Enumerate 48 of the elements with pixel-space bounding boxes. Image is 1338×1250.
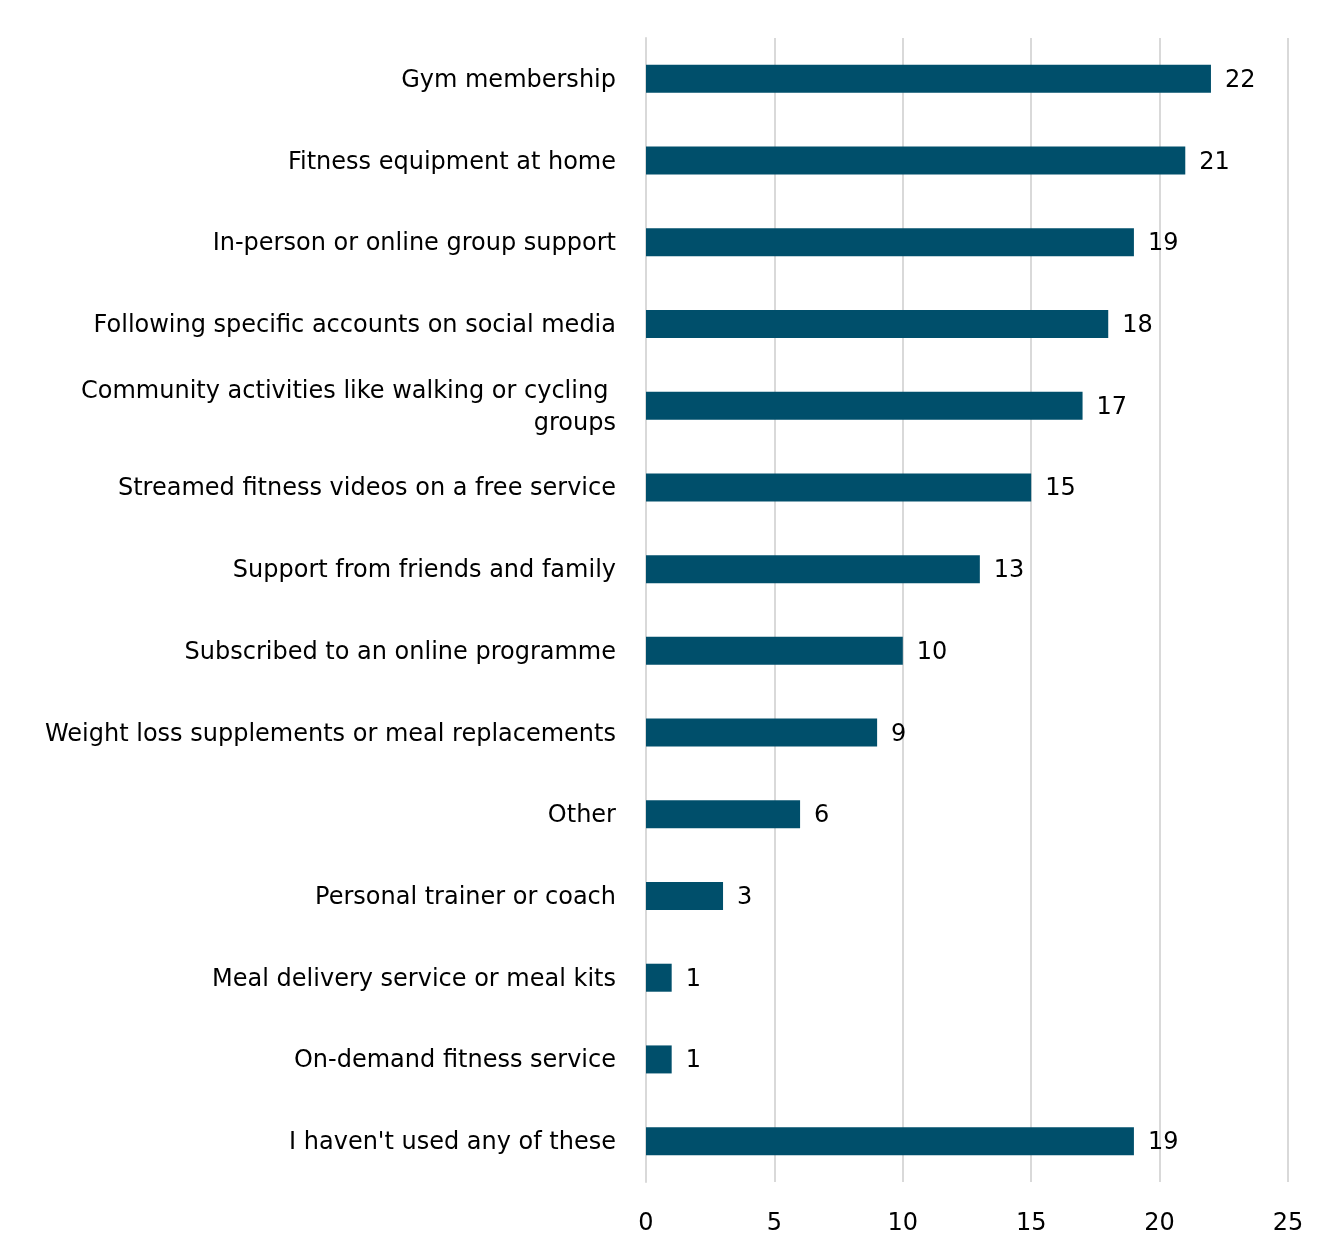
- x-tick-label: 10: [887, 1208, 919, 1236]
- bar: [646, 1127, 1134, 1156]
- bar: [646, 555, 980, 584]
- data-label: 19: [1147, 228, 1179, 257]
- x-tick-label: 0: [638, 1208, 654, 1236]
- data-label: 19: [1147, 1127, 1179, 1156]
- y-tick-label: Meal delivery service or meal kits: [212, 963, 616, 992]
- bar: [646, 391, 1083, 420]
- data-label: 22: [1224, 64, 1256, 93]
- x-tick-label: 25: [1272, 1208, 1304, 1236]
- bar: [646, 963, 672, 992]
- bar: [646, 882, 724, 910]
- y-tick-label: Subscribed to an online programme: [184, 636, 616, 665]
- x-tick-label: 5: [766, 1208, 783, 1236]
- bar: [646, 310, 1109, 338]
- bar: [646, 718, 878, 747]
- bar: [646, 64, 1211, 93]
- data-label: 1: [685, 963, 701, 992]
- bar: [646, 800, 801, 829]
- y-tick-label: In-person or online group support: [212, 228, 616, 257]
- y-tick-label: Community activities like walking or cycling groups: [81, 375, 616, 436]
- bar: [646, 228, 1134, 257]
- y-tick-label: Following specific accounts on social media: [93, 310, 616, 338]
- y-tick-label: Streamed fitness videos on a free service: [117, 473, 616, 502]
- data-label: 15: [1045, 473, 1076, 502]
- y-tick-label: I haven't used any of these: [289, 1127, 616, 1156]
- y-tick-label: Other: [547, 800, 617, 829]
- data-label: 6: [814, 800, 830, 829]
- data-label: 3: [737, 882, 753, 910]
- data-label: 9: [891, 718, 907, 747]
- y-tick-label: Fitness equipment at home: [287, 146, 616, 175]
- bar: [646, 636, 903, 665]
- data-label: 1: [685, 1045, 701, 1074]
- data-label: 17: [1096, 391, 1128, 420]
- x-tick-label: 20: [1144, 1208, 1175, 1236]
- bar: [646, 1045, 672, 1074]
- y-tick-label: Gym membership: [401, 64, 616, 93]
- data-label: 10: [916, 636, 948, 665]
- data-label: 21: [1199, 146, 1230, 175]
- data-label: 13: [993, 555, 1025, 584]
- y-tick-label: Support from friends and family: [232, 555, 616, 584]
- x-tick-label: 15: [1015, 1208, 1047, 1236]
- y-tick-label: Weight loss supplements or meal replacements: [44, 718, 616, 747]
- bar: [646, 473, 1032, 502]
- data-label: 18: [1122, 310, 1153, 338]
- y-tick-label: On-demand fitness service: [293, 1045, 616, 1074]
- bar: [646, 146, 1186, 175]
- y-tick-label: Personal trainer or coach: [315, 882, 616, 910]
